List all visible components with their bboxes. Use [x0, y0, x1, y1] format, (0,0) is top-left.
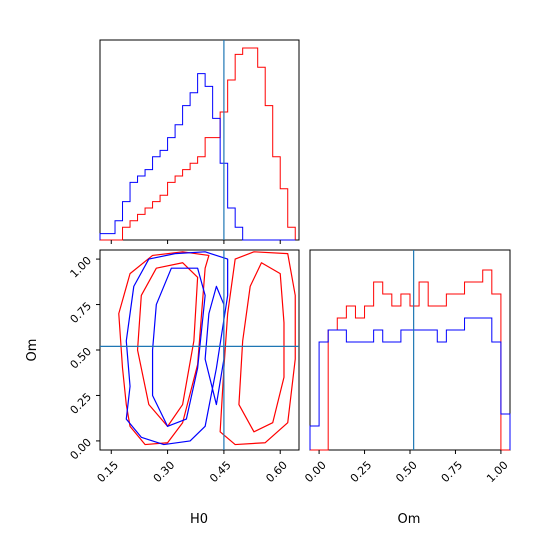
om-x-tick-label: 0.50: [393, 459, 420, 486]
om-y-tick-label: 0.25: [68, 390, 95, 417]
om-x-tick-label: 1.00: [484, 459, 511, 486]
om-histogram-panel: 0.00 0.25 0.50 0.75 1.00: [302, 249, 511, 486]
contour-blue: [204, 285, 225, 406]
om-y-tick-label: 0.50: [68, 345, 95, 372]
contour-blue: [151, 267, 206, 427]
om-y-tick-label: 0.75: [68, 299, 95, 326]
x-axis-label-h0: H0: [190, 512, 208, 527]
contour-red: [238, 262, 285, 433]
om-y-tick-label: 1.00: [68, 254, 95, 281]
contour-red: [219, 251, 296, 446]
om-x-tick-label: 0.00: [302, 459, 329, 486]
h0-x-tick-label: 0.60: [263, 459, 290, 486]
joint-contour-panel: 0.15 0.30 0.45 0.60 0.00 0.25 0.50 0.75 1.00: [68, 249, 300, 486]
om-y-tick-label: 0.00: [68, 436, 95, 463]
contour-red: [118, 251, 210, 446]
om-histogram-frame: [309, 249, 511, 451]
om-hist-red-series: [310, 269, 510, 451]
contour-red: [136, 262, 199, 427]
h0-histogram-panel: [99, 39, 300, 244]
om-x-tick-label: 0.25: [348, 459, 375, 486]
h0-x-tick-label: 0.45: [207, 459, 234, 486]
h0-x-tick-label: 0.15: [95, 459, 122, 486]
contour-blue: [125, 251, 229, 446]
y-axis-label-om: Om: [25, 339, 40, 362]
om-x-tick-label: 0.75: [439, 459, 466, 486]
x-axis-label-om: Om: [398, 512, 421, 527]
h0-x-tick-label: 0.30: [151, 459, 178, 486]
h0-histogram-frame: [99, 39, 300, 241]
h0-hist-blue-series: [99, 73, 296, 241]
om-hist-blue-series: [309, 317, 511, 450]
h0-hist-red-series: [100, 47, 296, 241]
